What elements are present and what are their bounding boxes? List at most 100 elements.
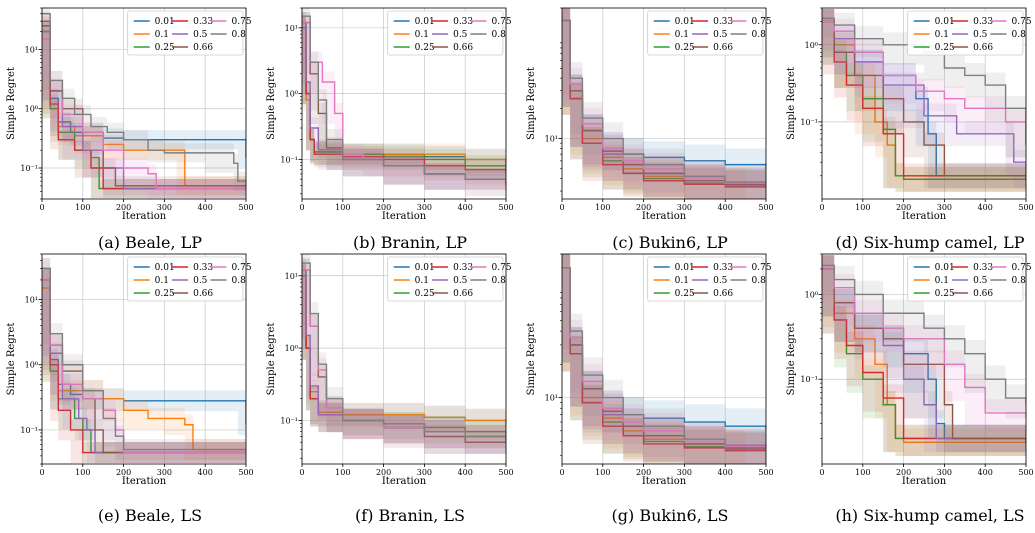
x-tick-label: 300 [157,203,172,212]
legend-label-0.66: 0.66 [973,289,993,299]
y-tick-label: 10⁻¹ [280,416,298,425]
x-tick-label: 200 [116,203,131,212]
series-band-0.75 [42,29,246,199]
y-axis-label: Simple Regret [266,323,277,396]
x-tick-label: 300 [677,203,692,212]
legend-label-0.33: 0.33 [193,17,213,27]
series-band-0.33 [42,269,246,464]
series-band-0.66 [822,9,1026,189]
legend-label-0.5: 0.5 [453,276,468,286]
axes-frame [821,7,1027,200]
series-band-0.8 [42,8,246,191]
subplot-7: 0 100 200 300 400 500 10¹ Iteration Simple Regre… [526,253,774,525]
legend-label-0.1: 0.1 [155,276,169,286]
series-band-0.1 [42,277,246,461]
legend-label-0.75: 0.75 [492,17,512,27]
x-tick-label: 200 [636,468,651,477]
series-band-0.66 [822,255,1026,453]
legend-label-0.01: 0.01 [415,17,435,27]
x-tick-label: 0 [559,203,564,212]
series-band-0.25 [822,255,1026,457]
series-line-0.8 [562,267,766,448]
legend-label-0.33: 0.33 [193,263,213,273]
x-tick-label: 400 [718,468,733,477]
axes-frame [41,253,247,465]
legend-label-0.25: 0.25 [415,289,435,299]
series-layer [42,8,246,199]
legend-label-0.1: 0.1 [415,30,429,40]
x-tick-label: 300 [417,468,432,477]
legend-box [907,256,1024,302]
series-band-0.01 [562,8,766,185]
series-band-0.01 [42,269,246,436]
legend-label-0.8: 0.8 [752,30,767,40]
legend-label-0.33: 0.33 [973,17,993,27]
y-tick-label: 10⁰ [285,344,298,353]
x-tick-label: 200 [896,468,911,477]
series-band-0.01 [562,254,766,449]
series-band-0.5 [302,264,506,454]
series-band-0.1 [302,17,506,174]
series-line-0.8 [822,264,1026,405]
series-line-0.8 [42,13,246,182]
x-tick-label: 300 [677,468,692,477]
subplot-3: 0 100 200 300 400 500 10¹ Iteration Simple Regre… [526,7,774,252]
legend-label-0.66: 0.66 [713,43,733,53]
x-tick-label: 100 [335,203,350,212]
legend-label-0.33: 0.33 [453,263,473,273]
series-band-0.5 [42,22,246,199]
y-tick-label: 10⁻¹ [20,426,38,435]
axes-frame [41,7,247,200]
series-band-0.75 [42,269,246,464]
series-line-0.66 [822,268,1026,440]
legend-label-0.75: 0.75 [1012,263,1032,273]
series-band-0.66 [42,11,246,196]
x-tick-label: 0 [559,468,564,477]
y-axis-label: Simple Regret [6,323,17,396]
legend-label-0.25: 0.25 [935,43,955,53]
legend-label-0.1: 0.1 [675,276,689,286]
series-band-0.66 [302,258,506,454]
series-line-0.33 [822,268,1026,443]
x-tick-label: 500 [498,468,513,477]
x-tick-label: 500 [238,203,253,212]
x-tick-label: 0 [819,203,824,212]
x-axis-label: Iteration [382,211,427,222]
series-band-0.75 [562,254,766,464]
legend-label-0.8: 0.8 [232,276,247,286]
legend-box [387,256,504,302]
series-band-0.1 [42,29,246,196]
legend-label-0.1: 0.1 [935,276,949,286]
y-tick-label: 10⁰ [25,361,38,370]
x-tick-label: 100 [595,203,610,212]
y-tick-label: 10⁰ [285,90,298,99]
series-band-0.66 [42,257,246,464]
series-band-0.8 [822,8,1026,158]
legend-label-0.01: 0.01 [675,263,695,273]
y-tick-label: 10⁰ [25,105,38,114]
series-band-0.25 [302,264,506,449]
legend-box [647,256,764,302]
legend-box [907,10,1024,56]
x-tick-label: 200 [376,468,391,477]
x-tick-label: 0 [39,468,44,477]
legend-label-0.33: 0.33 [453,17,473,27]
legend-label-0.25: 0.25 [675,289,695,299]
y-tick-label: 10⁻¹ [800,118,818,127]
legend-label-0.8: 0.8 [752,276,767,286]
x-axis-label: Iteration [642,211,687,222]
series-band-0.25 [42,269,246,464]
legend-label-0.75: 0.75 [752,263,772,273]
y-tick-label: 10¹ [285,24,298,33]
series-band-0.66 [302,11,506,197]
legend-label-0.66: 0.66 [193,289,213,299]
x-tick-label: 100 [595,468,610,477]
series-band-0.33 [302,264,506,449]
legend-label-0.1: 0.1 [935,30,949,40]
y-axis-label: Simple Regret [786,323,797,396]
subplot-1: 0 100 200 300 400 500 10⁻¹ 10⁰ 10¹ Iteration Simpl… [6,7,254,252]
x-tick-label: 400 [978,468,993,477]
legend-label-0.33: 0.33 [713,17,733,27]
x-tick-label: 0 [39,203,44,212]
